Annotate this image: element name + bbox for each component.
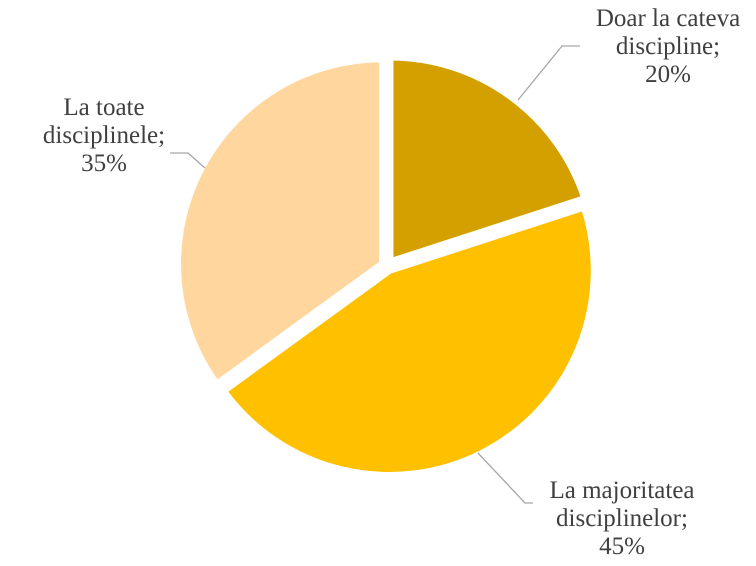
data-label-1-line-2: discipline;	[616, 33, 720, 60]
pie-slices	[174, 53, 598, 479]
pie-slice-2	[218, 202, 598, 479]
leader-line-2	[477, 452, 533, 504]
data-label-3: La toate disciplinele; 35%	[43, 94, 165, 177]
data-labels: Doar la cateva discipline; 20% La majoritat…	[43, 5, 740, 560]
pie-slice-1	[386, 53, 590, 267]
data-label-1-line-3: 20%	[645, 61, 691, 88]
leader-line-3	[170, 152, 206, 169]
leader-line-1	[517, 45, 580, 101]
data-label-3-line-3: 35%	[81, 150, 127, 177]
data-label-2-line-2: disciplinelor;	[556, 505, 688, 532]
data-label-2-line-3: 45%	[599, 533, 645, 560]
data-label-3-line-2: disciplinele;	[43, 122, 165, 149]
pie-slice-3	[174, 55, 387, 390]
data-label-3-line-1: La toate	[63, 94, 144, 121]
leader-lines	[170, 45, 580, 504]
data-label-1: Doar la cateva discipline; 20%	[596, 5, 740, 88]
data-label-2-line-1: La majoritatea	[549, 477, 694, 504]
data-label-1-line-1: Doar la cateva	[596, 5, 740, 32]
data-label-2: La majoritatea disciplinelor; 45%	[549, 477, 694, 560]
